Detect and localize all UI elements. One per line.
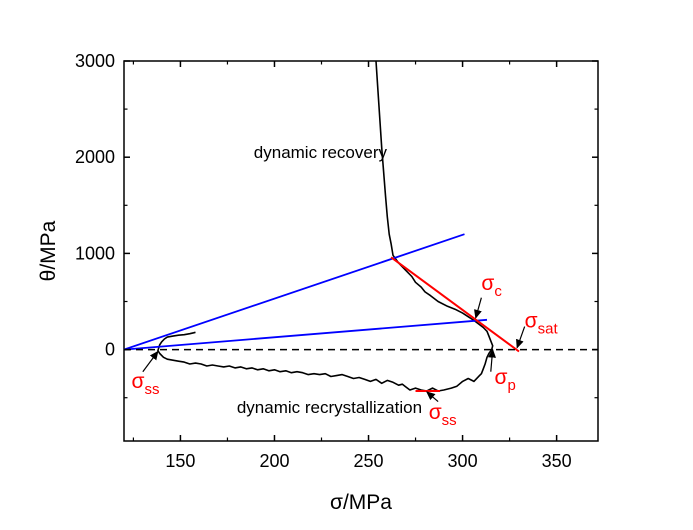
annotation-arrow (488, 348, 496, 372)
x-tick-label: 200 (259, 451, 289, 471)
y-tick-label: 0 (105, 340, 115, 360)
y-tick-label: 2000 (75, 147, 115, 167)
region-label: dynamic recovery (254, 143, 388, 162)
y-tick-label: 3000 (75, 51, 115, 71)
sigma-annotation: σp (495, 366, 516, 394)
y-axis-label: θ/MPa (37, 220, 60, 281)
annotation-arrow (516, 326, 526, 349)
y-tick-label: 1000 (75, 243, 115, 263)
region-label: dynamic recrystallization (237, 398, 422, 417)
plot-frame (123, 60, 599, 442)
x-tick-label: 150 (165, 451, 195, 471)
x-tick-label: 300 (448, 451, 478, 471)
x-tick-label: 350 (542, 451, 572, 471)
sigma-annotation: σc (481, 272, 502, 300)
theta-curve (157, 60, 494, 392)
blue-tangent-line (123, 318, 488, 351)
red-extrapolation-line (390, 256, 520, 353)
sigma-annotation: σsat (525, 309, 559, 337)
x-axis-label: σ/MPa (330, 491, 392, 514)
annotation-arrow (142, 350, 159, 373)
annotation-arrow (426, 391, 439, 403)
x-tick-label: 250 (354, 451, 384, 471)
annotation-arrow (474, 297, 482, 319)
sigma-annotation: σss (132, 370, 160, 398)
sigma-annotation: σss (429, 401, 457, 429)
blue-tangent-line (123, 233, 465, 351)
